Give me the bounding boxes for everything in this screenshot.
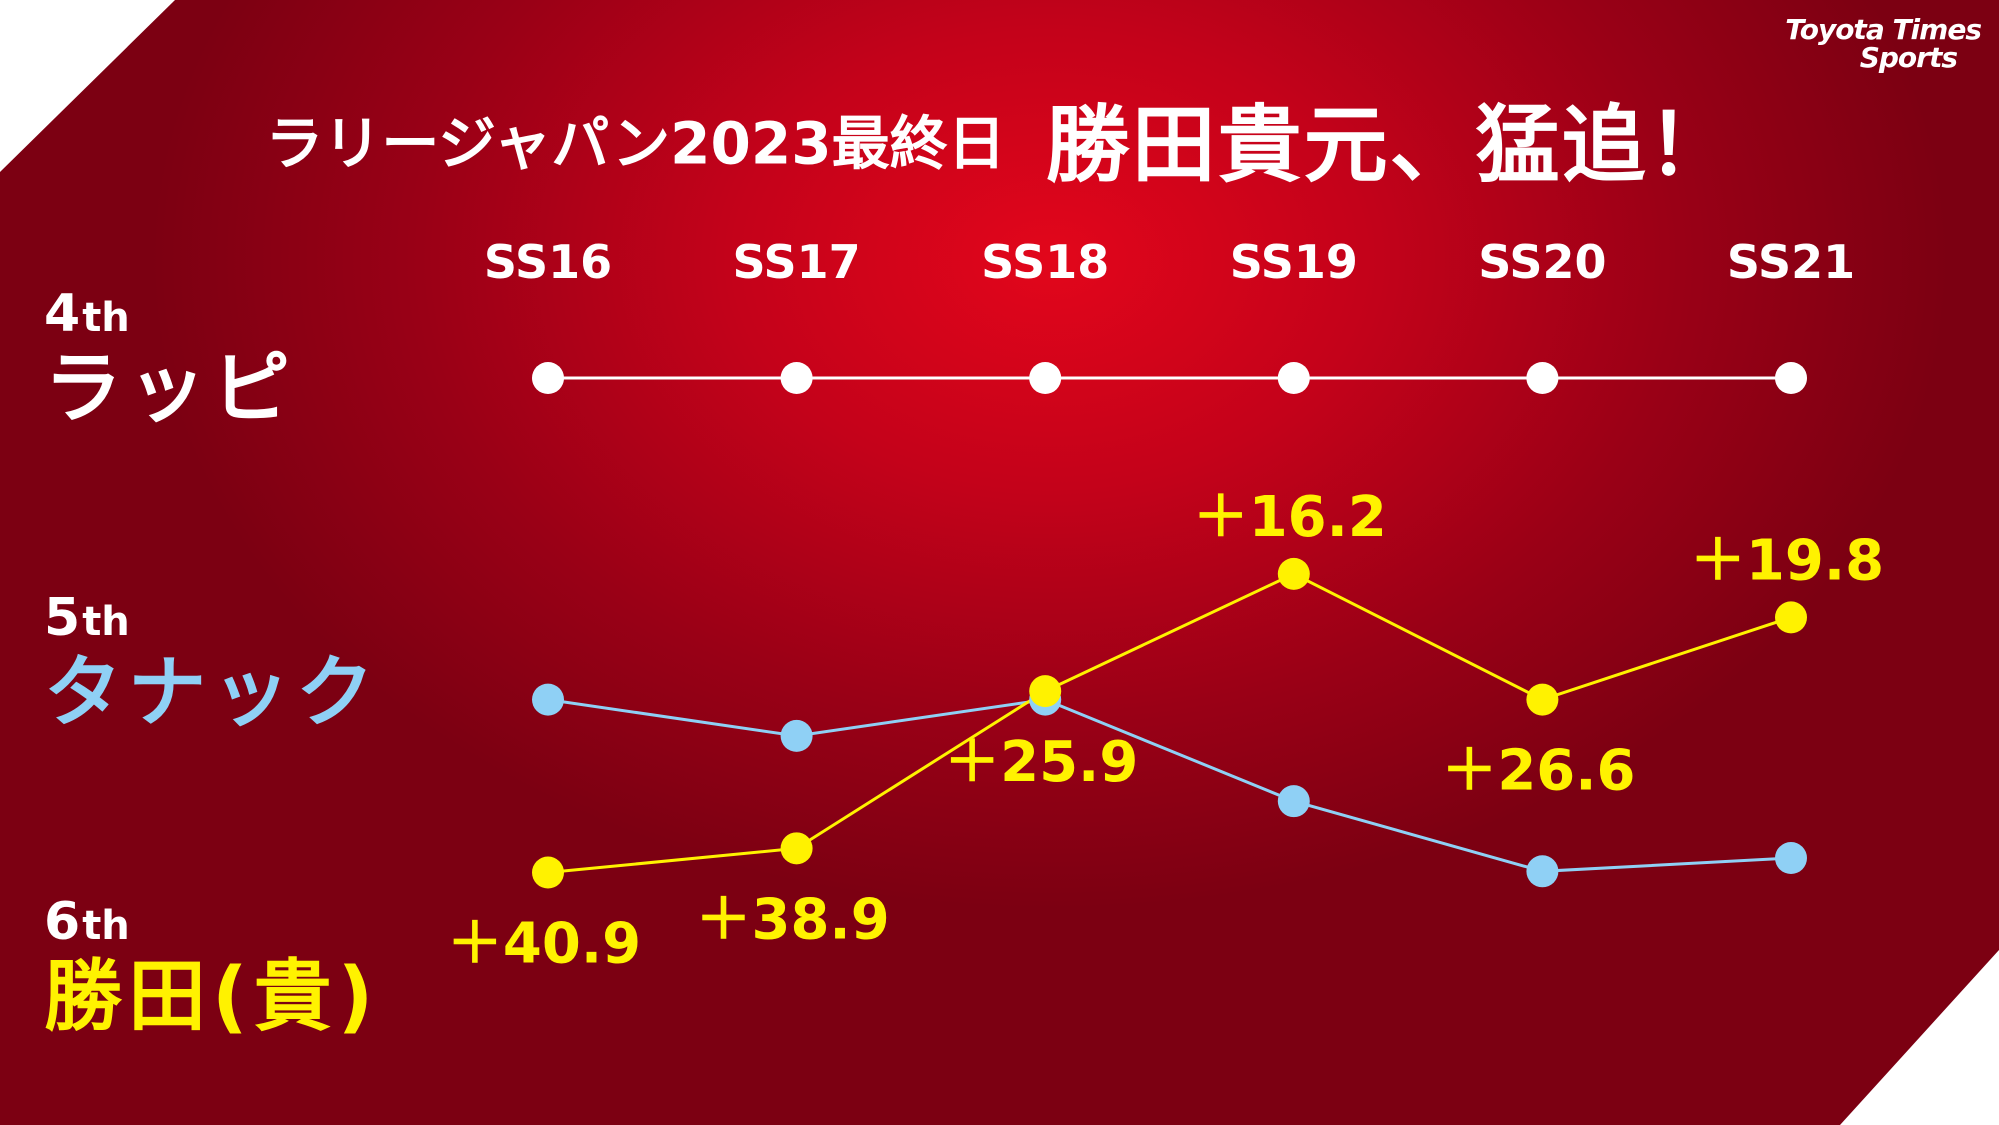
series-point — [1526, 683, 1559, 716]
title-headline: 勝田貴元、猛追！ — [1045, 96, 1734, 194]
driver-name-tanak: タナック — [44, 648, 381, 738]
series-point — [1277, 785, 1310, 818]
series-point — [532, 856, 564, 889]
x-tick-label: SS18 — [981, 235, 1109, 289]
series-point — [780, 362, 813, 394]
data-label: ＋25.9 — [944, 730, 1138, 795]
x-tick-label: SS16 — [484, 235, 612, 289]
x-tick-label: SS17 — [732, 235, 860, 289]
data-label: ＋16.2 — [1193, 485, 1387, 550]
rank-label-4th: 4th ラッピ — [44, 288, 296, 428]
rank-position: 4th — [44, 284, 130, 344]
series-line — [547, 572, 1792, 875]
series-point — [1775, 842, 1807, 875]
title-subtitle: ラリージャパン2023最終日 — [265, 109, 1006, 178]
series-point — [1029, 362, 1062, 394]
data-label: ＋38.9 — [696, 887, 890, 952]
series-point — [532, 683, 564, 716]
series-line — [547, 698, 1792, 873]
x-tick-label: SS19 — [1230, 235, 1358, 289]
rank-label-6th: 6th 勝田(貴) — [44, 896, 379, 1036]
chart-title: ラリージャパン2023最終日 勝田貴元、猛追！ — [0, 78, 1999, 199]
data-label: ＋40.9 — [447, 912, 641, 977]
x-tick-label: SS20 — [1478, 235, 1606, 289]
rank-position: 5th — [44, 588, 130, 648]
driver-name-katsuta: 勝田(貴) — [44, 952, 380, 1042]
driver-name-lappi: ラッピ — [44, 344, 297, 434]
series-point — [780, 832, 813, 865]
rank-label-5th: 5th タナック — [44, 592, 380, 732]
data-label: ＋19.8 — [1690, 528, 1884, 593]
logo-line-2: Sports — [1859, 41, 1958, 74]
series-point — [1029, 675, 1062, 708]
series-point — [1526, 362, 1559, 394]
series-point — [532, 362, 564, 394]
series-point — [1277, 362, 1310, 394]
series-point — [1526, 855, 1559, 888]
rank-position: 6th — [44, 892, 130, 952]
logo-line-1: Toyota Times — [1785, 13, 1982, 46]
series-point — [1775, 362, 1807, 394]
toyota-times-sports-logo: Toyota Times Sports — [1771, 13, 1982, 74]
series-point — [780, 719, 813, 752]
series-point — [1277, 557, 1310, 590]
x-tick-label: SS21 — [1727, 235, 1855, 289]
data-label: ＋26.6 — [1441, 739, 1635, 804]
series-point — [1775, 601, 1807, 634]
